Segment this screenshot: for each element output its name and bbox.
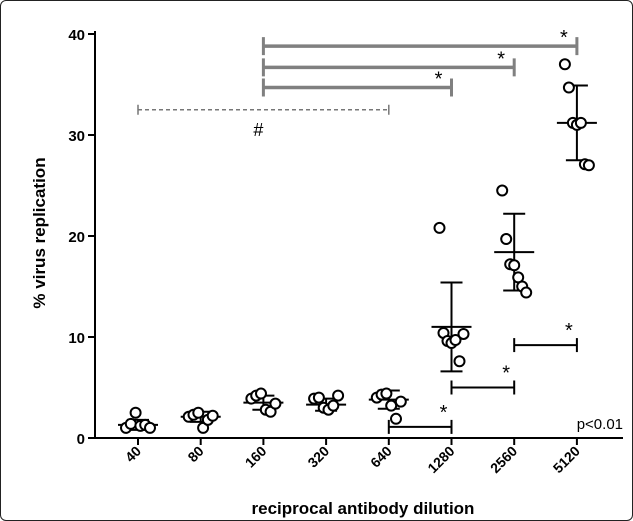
axes: 0 10 20 30 40 40 80 160 320 640 1280 2560 5120 — [68, 27, 623, 476]
x-tick-label: 1280 — [424, 443, 457, 476]
data-points — [120, 58, 595, 434]
bottom-bracket-label: * — [440, 402, 448, 424]
y-tick-label: 30 — [68, 128, 85, 145]
data-point — [124, 417, 137, 430]
x-tick-label: 5120 — [550, 443, 583, 476]
dashed-bracket-label: # — [253, 120, 263, 140]
y-tick-label: 0 — [77, 431, 85, 448]
data-point — [269, 397, 282, 410]
data-point — [144, 421, 156, 434]
bottom-bracket-label: * — [565, 320, 573, 342]
significance-brackets: # * * * * * * — [137, 27, 579, 434]
data-point — [206, 409, 219, 422]
data-point — [312, 391, 325, 404]
data-point — [457, 327, 470, 340]
data-point — [453, 355, 466, 368]
data-point — [129, 406, 142, 419]
y-tick-label: 20 — [68, 229, 85, 246]
data-point — [582, 159, 595, 172]
top-bracket-label: * — [560, 27, 568, 49]
data-point — [449, 334, 462, 347]
data-point — [385, 399, 398, 412]
error-bars — [118, 84, 597, 431]
p-value-annotation: p<0.01 — [577, 416, 623, 433]
data-point — [332, 389, 345, 402]
data-point — [433, 221, 446, 234]
data-point — [327, 399, 340, 412]
data-point — [562, 81, 575, 94]
data-point — [255, 387, 267, 400]
top-bracket-label: * — [497, 48, 505, 70]
x-tick-label: 2560 — [487, 443, 520, 476]
y-tick-label: 40 — [68, 27, 85, 44]
x-tick-label: 320 — [304, 443, 332, 471]
data-point — [574, 116, 587, 129]
y-tick-label: 10 — [68, 330, 85, 347]
top-bracket-label: * — [435, 69, 443, 91]
data-point — [508, 259, 521, 272]
data-point — [394, 395, 407, 408]
data-point — [558, 58, 571, 71]
data-point — [520, 286, 533, 299]
y-axis-label: % virus replication — [30, 157, 49, 308]
x-tick-label: 160 — [242, 443, 270, 471]
data-point — [500, 233, 513, 246]
data-point — [390, 412, 402, 425]
bottom-bracket-label: * — [502, 363, 510, 385]
data-point — [380, 387, 393, 400]
data-point — [192, 406, 205, 419]
x-axis-label: reciprocal antibody dilution — [252, 499, 475, 518]
x-tick-label: 40 — [122, 443, 144, 465]
x-tick-label: 640 — [367, 443, 395, 471]
x-tick-label: 80 — [184, 443, 206, 465]
data-point — [496, 184, 509, 197]
